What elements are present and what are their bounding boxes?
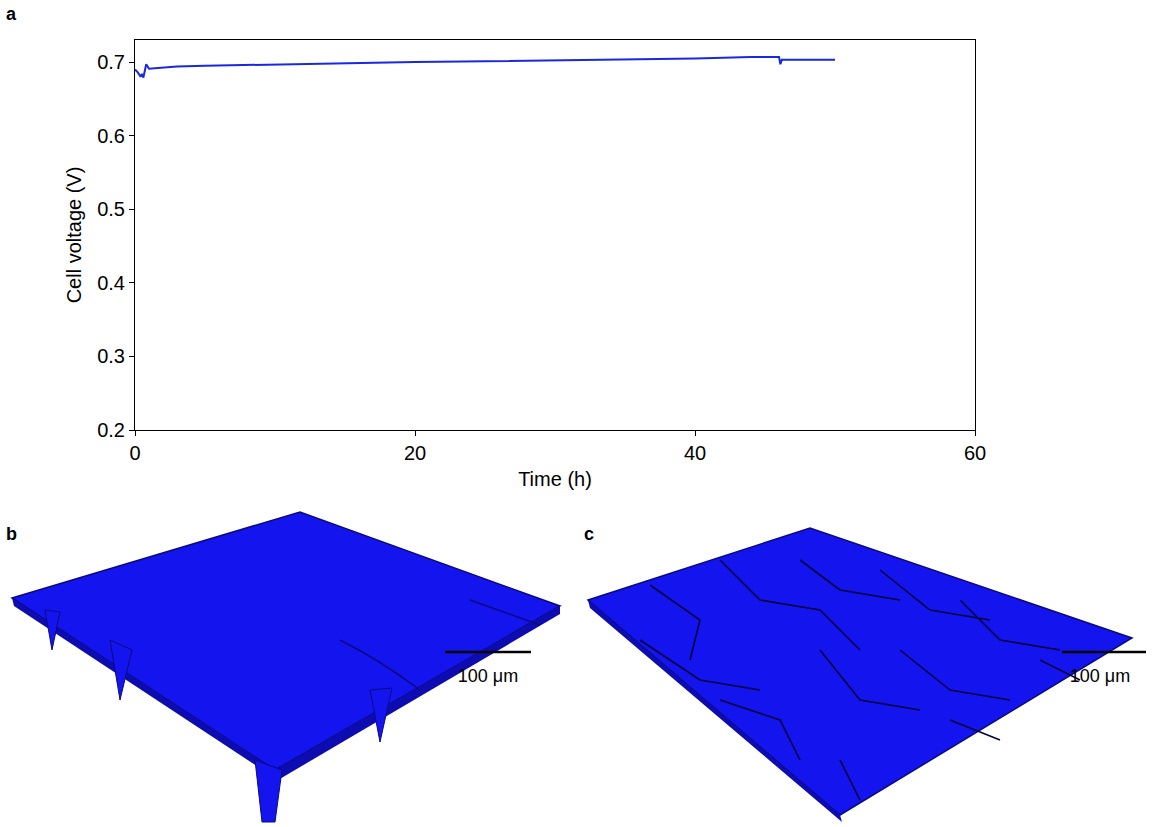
svg-text:100 μm: 100 μm [1070, 666, 1130, 686]
svg-text:0.6: 0.6 [97, 125, 125, 147]
svg-text:100 μm: 100 μm [458, 666, 518, 686]
svg-text:0.7: 0.7 [97, 51, 125, 73]
svg-text:60: 60 [964, 442, 986, 464]
svg-text:40: 40 [684, 442, 706, 464]
svg-text:0.3: 0.3 [97, 345, 125, 367]
svg-text:b: b [6, 524, 17, 544]
svg-text:0.5: 0.5 [97, 198, 125, 220]
svg-text:0.4: 0.4 [97, 272, 125, 294]
svg-text:Cell voltage (V): Cell voltage (V) [63, 167, 85, 304]
svg-text:20: 20 [404, 442, 426, 464]
svg-text:0: 0 [129, 442, 140, 464]
svg-text:c: c [584, 524, 594, 544]
svg-text:a: a [6, 4, 17, 24]
svg-text:0.2: 0.2 [97, 419, 125, 441]
svg-text:Time (h): Time (h) [518, 468, 592, 490]
